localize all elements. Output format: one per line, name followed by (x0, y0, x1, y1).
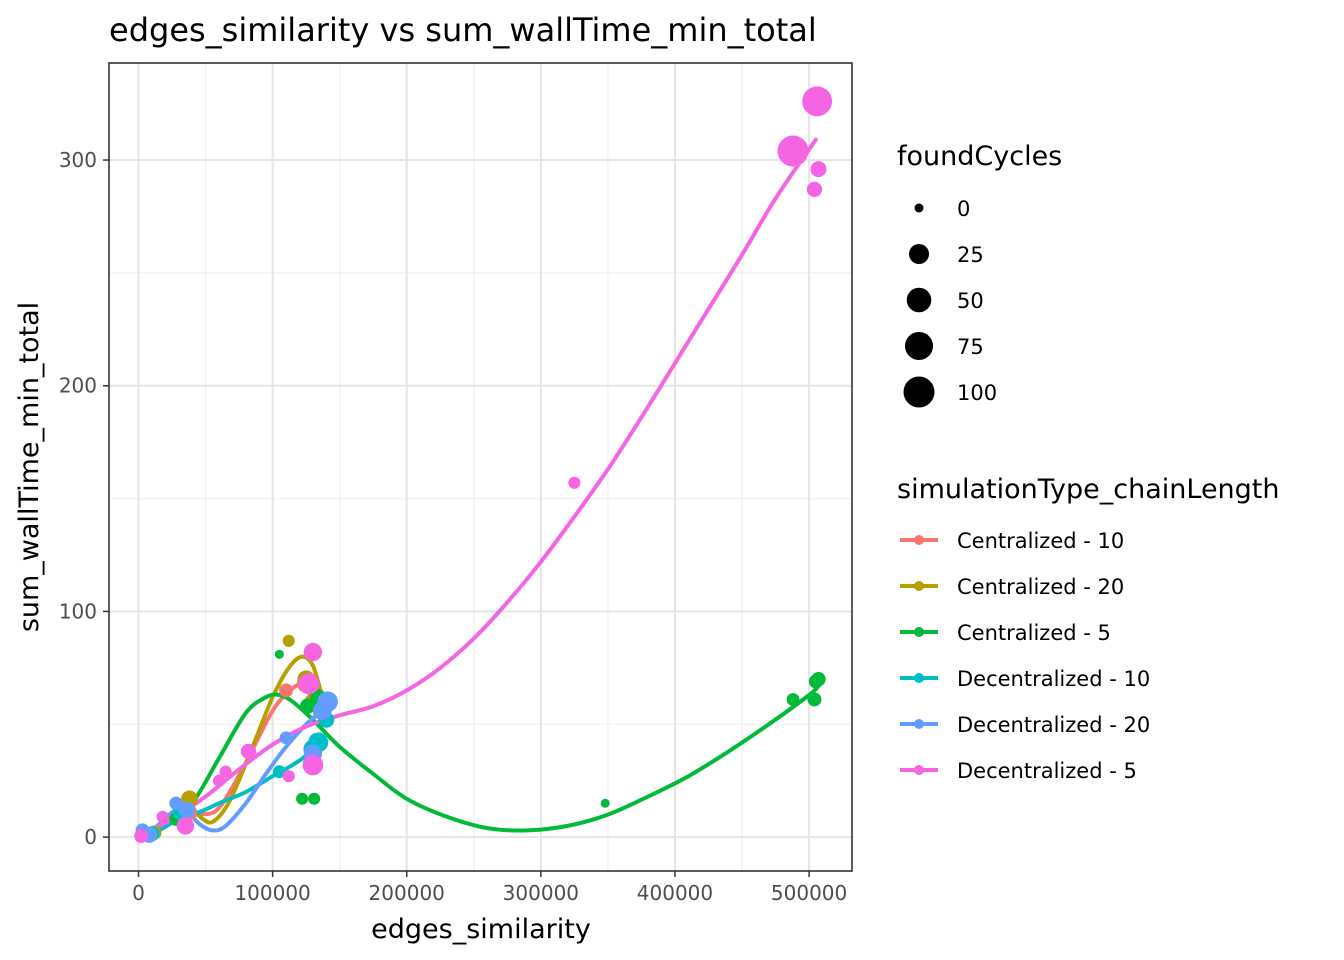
color-legend-items: Centralized - 10 Centralized - 20 Centrali… (900, 529, 1150, 783)
size-legend-key (904, 331, 934, 361)
smooth-line (136, 683, 821, 840)
data-point (600, 798, 610, 808)
color-legend-dot (914, 627, 924, 637)
grid (109, 63, 852, 871)
data-point (806, 181, 823, 198)
data-point (240, 743, 257, 759)
y-tick-label: 300 (59, 148, 97, 172)
data-point (134, 829, 149, 843)
smooth-line (136, 704, 330, 840)
data-point (299, 698, 316, 714)
x-tick-label: 500000 (771, 881, 847, 905)
data-point (296, 792, 309, 805)
color-legend: simulationType_chainLength Centralized -… (897, 474, 1280, 783)
size-legend-key (914, 203, 924, 213)
x-tick-label: 200000 (369, 881, 445, 905)
size-legend-label: 25 (957, 243, 984, 267)
y-axis: 0 100 200 300 (59, 148, 109, 849)
data-point (810, 161, 827, 178)
data-point (308, 792, 321, 805)
y-tick-label: 200 (59, 374, 97, 398)
data-point (279, 683, 293, 698)
color-legend-dot (914, 581, 924, 591)
color-legend-dot (914, 765, 924, 775)
data-point (156, 810, 169, 823)
data-point (219, 765, 232, 778)
data-point (282, 634, 295, 647)
x-tick-label: 100000 (234, 881, 310, 905)
data-point (568, 476, 581, 489)
y-tick-label: 0 (84, 825, 97, 849)
x-axis: 0 100000 200000 300000 400000 500000 (132, 871, 847, 905)
data-point (777, 135, 809, 167)
x-tick-label: 0 (132, 881, 145, 905)
color-legend-label: Decentralized - 10 (957, 667, 1150, 691)
x-axis-title: edges_similarity (371, 914, 591, 945)
color-legend-label: Centralized - 5 (957, 621, 1111, 645)
x-tick-label: 300000 (503, 881, 579, 905)
size-legend-title: foundCycles (897, 141, 1062, 172)
data-point (802, 86, 833, 117)
size-legend-label: 0 (957, 197, 970, 221)
data-point (302, 754, 324, 776)
data-points (134, 86, 833, 843)
size-legend-key (903, 376, 935, 408)
data-point (317, 691, 338, 713)
plot-panel (108, 62, 853, 872)
panel-border (108, 62, 853, 872)
data-point (272, 765, 286, 779)
color-legend-label: Decentralized - 5 (957, 759, 1137, 783)
data-point (786, 693, 800, 706)
size-legend-label: 75 (957, 335, 984, 359)
data-point (279, 731, 293, 745)
data-point (811, 671, 826, 687)
size-legend: foundCycles 0 25 50 75 100 (897, 141, 1062, 408)
panel-background (109, 63, 852, 871)
data-point (176, 817, 195, 835)
color-legend-dot (914, 535, 924, 545)
x-tick-label: 400000 (637, 881, 713, 905)
y-axis-title: sum_wallTime_min_total (14, 302, 45, 632)
data-point (212, 774, 226, 787)
color-legend-dot (914, 719, 924, 729)
data-point (303, 642, 323, 662)
color-legend-title: simulationType_chainLength (897, 474, 1280, 505)
smooth-line (136, 744, 319, 840)
size-legend-key (906, 287, 932, 313)
size-legend-key (909, 244, 929, 264)
data-point (274, 649, 284, 659)
y-tick-label: 100 (59, 599, 97, 623)
smooth-lines (136, 137, 821, 840)
color-legend-label: Centralized - 10 (957, 529, 1124, 553)
size-legend-label: 100 (957, 381, 997, 405)
size-legend-label: 50 (957, 289, 984, 313)
chart-title: edges_similarity vs sum_wallTime_min_tot… (109, 11, 817, 49)
smooth-line (136, 137, 818, 840)
data-point (807, 692, 822, 707)
data-point (282, 770, 295, 783)
size-legend-items: 0 25 50 75 100 (903, 197, 997, 408)
color-legend-dot (914, 673, 924, 683)
data-point (178, 801, 196, 819)
data-point (298, 673, 320, 695)
color-legend-label: Decentralized - 20 (957, 713, 1150, 737)
color-legend-label: Centralized - 20 (957, 575, 1124, 599)
